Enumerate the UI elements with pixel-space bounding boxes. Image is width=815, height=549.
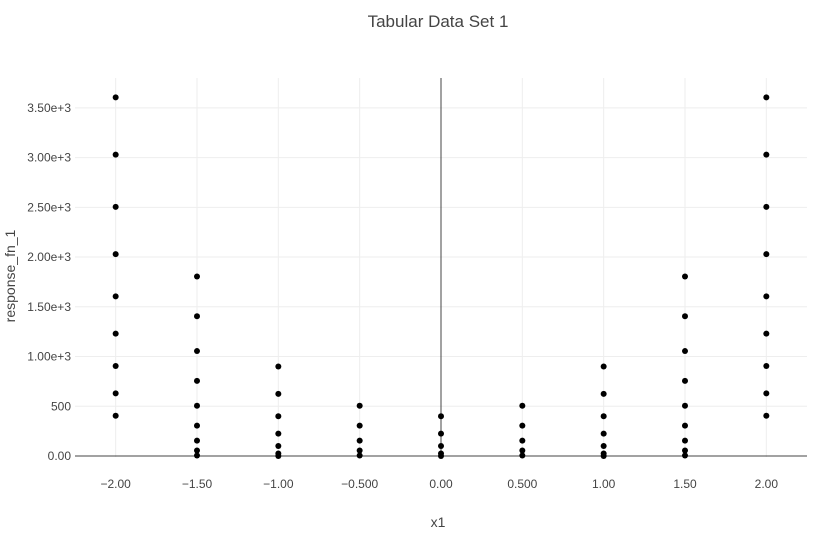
x-tick-label: −0.500 — [341, 477, 378, 491]
data-point — [682, 437, 688, 444]
data-point — [194, 313, 200, 320]
data-point — [112, 251, 119, 258]
x-tick-label: −2.00 — [100, 477, 131, 491]
y-tick-label: 3.00e+3 — [27, 151, 71, 165]
data-point — [600, 443, 607, 450]
data-point — [519, 402, 526, 409]
data-point — [682, 402, 688, 409]
data-point — [112, 412, 119, 419]
x-tick-label: 1.00 — [592, 477, 616, 491]
data-point — [438, 413, 444, 420]
data-point — [519, 447, 526, 454]
y-tick-label: 2.00e+3 — [27, 250, 71, 264]
data-point — [356, 402, 363, 409]
x-tick-label: 0.00 — [429, 477, 453, 491]
data-point — [763, 362, 770, 369]
data-point — [356, 452, 363, 459]
data-point — [194, 437, 200, 444]
x-tick-label: 0.500 — [507, 477, 537, 491]
y-tick-label: 2.50e+3 — [27, 200, 71, 214]
data-point — [438, 443, 444, 450]
data-point — [194, 452, 200, 459]
data-point — [763, 412, 770, 419]
data-point — [682, 422, 688, 429]
x-tick-label: 1.50 — [673, 477, 697, 491]
y-tick-label: 3.50e+3 — [27, 101, 71, 115]
data-point — [194, 447, 200, 454]
data-point — [275, 413, 282, 420]
data-point — [275, 390, 282, 397]
data-point — [763, 203, 770, 210]
data-point — [112, 362, 119, 369]
data-point — [194, 377, 200, 384]
data-point — [356, 422, 363, 429]
y-axis-ticks: 0.00 500 1.00e+3 1.50e+3 2.00e+3 2.50e+3 3.00e… — [27, 101, 71, 463]
y-tick-label: 1.50e+3 — [27, 300, 71, 314]
data-point — [600, 413, 607, 420]
data-point — [112, 94, 119, 101]
chart-title: Tabular Data Set 1 — [368, 12, 509, 31]
data-point — [112, 330, 119, 337]
x-axis-label: x1 — [431, 514, 446, 530]
data-points — [112, 94, 770, 460]
axes — [75, 78, 807, 457]
data-point — [519, 422, 526, 429]
data-point — [112, 293, 119, 300]
y-tick-label: 1.00e+3 — [27, 350, 71, 364]
x-tick-label: −1.00 — [263, 477, 294, 491]
data-point — [600, 450, 607, 457]
data-point — [682, 452, 688, 459]
x-axis-ticks: −2.00 −1.50 −1.00 −0.500 0.00 0.500 1.00 1.50 2.… — [100, 477, 778, 491]
data-point — [519, 452, 526, 459]
data-point — [356, 447, 363, 454]
data-point — [194, 273, 200, 280]
data-point — [600, 363, 607, 370]
data-point — [194, 422, 200, 429]
data-point — [112, 203, 119, 210]
data-point — [275, 430, 282, 437]
y-axis-label: response_fn_1 — [2, 229, 18, 322]
data-point — [194, 402, 200, 409]
data-point — [763, 390, 770, 397]
data-point — [356, 437, 363, 444]
data-point — [112, 390, 119, 397]
data-point — [112, 151, 119, 158]
data-point — [763, 293, 770, 300]
data-point — [682, 273, 688, 280]
data-point — [600, 430, 607, 437]
y-tick-label: 0.00 — [48, 449, 72, 463]
data-point — [194, 348, 200, 355]
data-point — [763, 251, 770, 258]
data-point — [438, 450, 444, 457]
data-point — [682, 348, 688, 355]
data-point — [682, 377, 688, 384]
data-point — [275, 450, 282, 457]
data-point — [600, 390, 607, 397]
data-point — [763, 151, 770, 158]
data-point — [275, 443, 282, 450]
data-point — [682, 313, 688, 320]
data-point — [763, 330, 770, 337]
y-tick-label: 500 — [51, 399, 71, 413]
data-point — [519, 437, 526, 444]
x-tick-label: 2.00 — [755, 477, 779, 491]
data-point — [275, 363, 282, 370]
data-point — [682, 447, 688, 454]
data-point — [438, 430, 444, 437]
data-point — [763, 94, 770, 101]
x-tick-label: −1.50 — [182, 477, 213, 491]
